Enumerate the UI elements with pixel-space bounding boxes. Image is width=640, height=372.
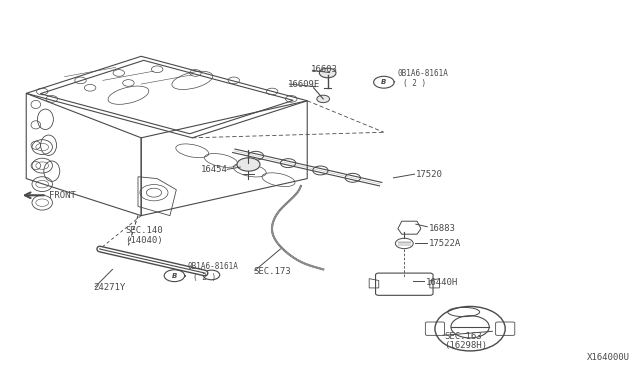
- Circle shape: [164, 270, 184, 282]
- Text: 24271Y: 24271Y: [93, 283, 125, 292]
- Text: 0B1A6-8161A: 0B1A6-8161A: [188, 262, 239, 271]
- Text: ( 2 ): ( 2 ): [403, 79, 426, 88]
- Circle shape: [313, 166, 328, 175]
- Text: 16454: 16454: [200, 165, 227, 174]
- Circle shape: [396, 238, 413, 248]
- Circle shape: [374, 76, 394, 88]
- Text: 16609E: 16609E: [288, 80, 320, 89]
- Text: FRONT: FRONT: [49, 191, 76, 200]
- Text: 16603: 16603: [310, 65, 337, 74]
- Text: X164000U: X164000U: [587, 353, 630, 362]
- Text: 0B1A6-8161A: 0B1A6-8161A: [398, 69, 449, 78]
- Text: 16440H: 16440H: [426, 278, 458, 287]
- Text: (14040): (14040): [125, 236, 163, 246]
- Text: B: B: [172, 273, 177, 279]
- Text: ( 2 ): ( 2 ): [193, 273, 216, 282]
- Text: (16298H): (16298H): [445, 341, 488, 350]
- Text: SEC.173: SEC.173: [253, 267, 291, 276]
- Text: B: B: [381, 79, 387, 85]
- Circle shape: [203, 270, 220, 280]
- Circle shape: [237, 158, 260, 171]
- Circle shape: [345, 173, 360, 182]
- Circle shape: [317, 95, 330, 103]
- Text: 17520: 17520: [416, 170, 443, 179]
- Text: SEC.140: SEC.140: [125, 226, 163, 235]
- Text: 16883: 16883: [429, 224, 456, 233]
- Text: 17522A: 17522A: [429, 239, 461, 248]
- Text: SEC.163: SEC.163: [445, 331, 482, 341]
- Circle shape: [248, 151, 264, 160]
- Circle shape: [280, 159, 296, 167]
- Circle shape: [319, 68, 336, 78]
